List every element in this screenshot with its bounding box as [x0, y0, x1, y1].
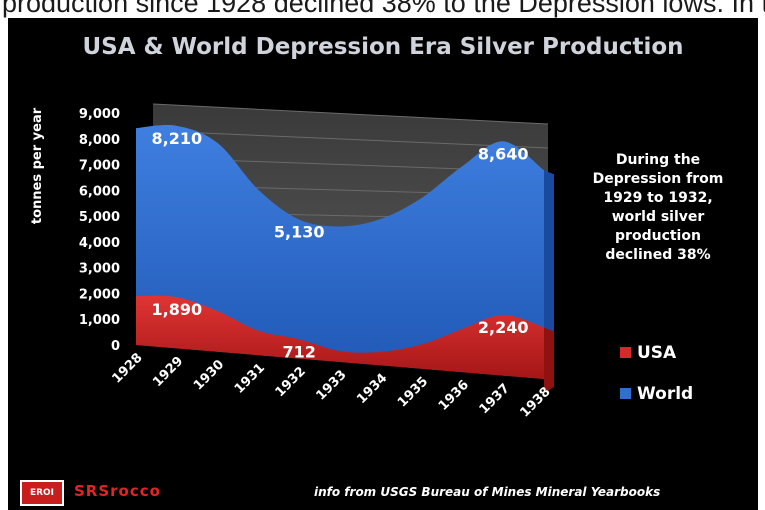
y-tick-label: 0 [111, 339, 120, 354]
data-label: 8,210 [151, 129, 202, 148]
x-tick-label: 1934 [354, 371, 390, 407]
cropped-text-strip: production since 1928 declined 38% to th… [0, 0, 765, 18]
chart-panel: USA & World Depression Era Silver Produc… [8, 18, 758, 510]
x-tick-label: 1935 [395, 374, 431, 410]
data-label: 8,640 [478, 144, 529, 163]
source-note: info from USGS Bureau of Mines Mineral Y… [314, 485, 661, 499]
x-tick-label: 1933 [313, 367, 349, 403]
legend-swatch-world [620, 388, 631, 399]
x-tick-label: 1928 [109, 350, 145, 386]
y-tick-label: 1,000 [79, 313, 120, 328]
data-label: 712 [282, 342, 315, 361]
cropped-text: production since 1928 declined 38% to th… [2, 0, 765, 18]
world-area-side [544, 170, 554, 379]
y-tick-label: 4,000 [79, 236, 120, 251]
x-tick-label: 1930 [191, 357, 227, 393]
y-tick-label: 8,000 [79, 133, 120, 148]
legend-item-usa: USA [620, 341, 676, 365]
x-tick-label: 1931 [232, 361, 268, 397]
gridline [152, 130, 549, 149]
x-tick-label: 1929 [150, 354, 186, 390]
x-tick-label: 1938 [517, 384, 553, 420]
x-tick-label: 1937 [477, 381, 513, 417]
y-tick-label: 7,000 [79, 159, 120, 174]
chart-title: USA & World Depression Era Silver Produc… [82, 34, 684, 60]
eroi-logo: EROI [20, 480, 64, 506]
data-label: 2,240 [478, 318, 529, 337]
legend-item-world: World [620, 382, 693, 406]
usa-area [136, 295, 544, 379]
legend-label-world: World [637, 384, 694, 404]
y-tick-label: 3,000 [79, 262, 120, 277]
data-label: 1,890 [151, 300, 202, 319]
y-tick-label: 6,000 [79, 184, 120, 199]
data-label: 5,130 [274, 223, 325, 242]
x-tick-label: 1936 [436, 378, 472, 414]
usa-area-side [544, 327, 554, 393]
gridline [152, 103, 549, 125]
annotation-text: During the Depression from 1929 to 1932,… [592, 152, 724, 263]
y-tick-label: 5,000 [79, 210, 120, 225]
y-tick-label: 9,000 [79, 107, 120, 122]
legend-swatch-usa [620, 347, 631, 358]
y-tick-label: 2,000 [79, 287, 120, 302]
area-chart: 9,000 8,000 7,000 6,000 5,000 4,000 3,000 2,000… [79, 103, 554, 421]
x-tick-label: 1932 [273, 364, 309, 400]
legend-label-usa: USA [637, 343, 677, 363]
world-area [136, 125, 544, 380]
srsrocco-logo: SRSrocco [74, 482, 161, 500]
